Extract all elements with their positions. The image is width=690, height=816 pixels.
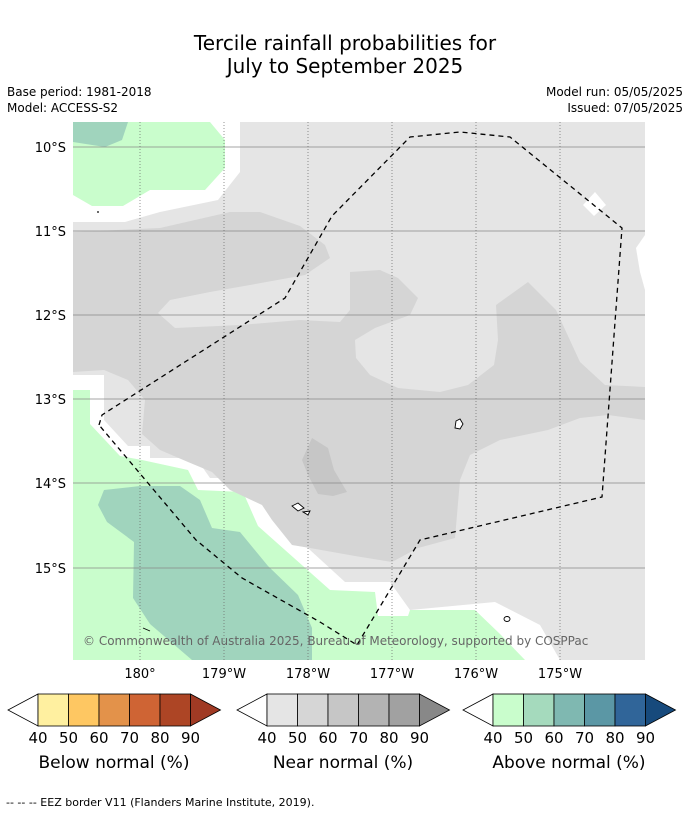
island-dot bbox=[97, 211, 99, 213]
island-upolu bbox=[454, 418, 464, 430]
lat-label-13s: 13°S bbox=[35, 393, 66, 408]
colorbar-tick-label: 90 bbox=[181, 729, 200, 747]
island-small-1 bbox=[301, 510, 311, 516]
lat-label-12s: 12°S bbox=[35, 309, 66, 324]
lat-label-11s: 11°S bbox=[35, 225, 66, 240]
colorbar-segment bbox=[358, 693, 390, 727]
island-niue bbox=[503, 616, 511, 622]
colorbar-below-normal: 40 50 60 70 80 90 bbox=[7, 693, 222, 747]
colorbar-segment bbox=[492, 693, 524, 727]
colorbar-above-normal: 40 50 60 70 80 90 bbox=[462, 693, 677, 747]
above-normal-50-south bbox=[98, 486, 312, 660]
island-small-2 bbox=[142, 627, 151, 632]
colorbar-under-triangle bbox=[236, 693, 268, 727]
colorbar-tick-label: 40 bbox=[28, 729, 47, 747]
colorbar-tick-label: 60 bbox=[89, 729, 108, 747]
lat-label-14s: 14°S bbox=[35, 477, 66, 492]
colorbar-segment bbox=[584, 693, 616, 727]
colorbar-tick-label: 90 bbox=[410, 729, 429, 747]
gridlines bbox=[73, 122, 645, 660]
colorbar-tick-label: 50 bbox=[59, 729, 78, 747]
colorbar-under-triangle bbox=[7, 693, 39, 727]
eez-border-line bbox=[98, 131, 623, 646]
colorbar-segment bbox=[297, 693, 329, 727]
colorbar-segment bbox=[388, 693, 420, 727]
colorbar-tick-label: 40 bbox=[257, 729, 276, 747]
colorbar-tick-label: 80 bbox=[605, 729, 624, 747]
colorbar-tick-label: 40 bbox=[483, 729, 502, 747]
island-wallis bbox=[291, 502, 305, 512]
title-line-2: July to September 2025 bbox=[226, 54, 464, 78]
colorbar-tick-label: 50 bbox=[288, 729, 307, 747]
colorbar-tick-label: 80 bbox=[379, 729, 398, 747]
model-run: Model run: 05/05/2025 bbox=[545, 85, 683, 99]
near-normal-60 bbox=[302, 438, 347, 496]
colorbar-label-near: Near normal (%) bbox=[272, 753, 414, 773]
colorbar-tick-label: 50 bbox=[514, 729, 533, 747]
colorbar-segment bbox=[37, 693, 69, 727]
colorbar-segment bbox=[614, 693, 646, 727]
lon-label-179w: 179°W bbox=[202, 667, 246, 682]
colorbar-segment bbox=[68, 693, 100, 727]
near-normal-50 bbox=[73, 212, 645, 562]
colorbar-tick-label: 60 bbox=[544, 729, 563, 747]
title-line-1: Tercile rainfall probabilities for bbox=[193, 31, 497, 55]
colorbar-label-above: Above normal (%) bbox=[492, 753, 646, 773]
lon-label-178w: 178°W bbox=[286, 667, 330, 682]
colorbar-segment bbox=[553, 693, 585, 727]
footnote: -- -- -- EEZ border V11 (Flanders Marine… bbox=[6, 796, 315, 809]
colorbar-tick-label: 70 bbox=[120, 729, 139, 747]
above-normal-50-nw bbox=[73, 122, 128, 147]
lon-label-177w: 177°W bbox=[370, 667, 414, 682]
colorbar-over-triangle bbox=[190, 693, 222, 727]
model-name: Model: ACCESS-S2 bbox=[7, 101, 119, 115]
colorbar-segment bbox=[159, 693, 191, 727]
colorbar-under-triangle bbox=[462, 693, 494, 727]
colorbar-label-below: Below normal (%) bbox=[38, 753, 190, 773]
lat-label-15s: 15°S bbox=[35, 562, 66, 577]
colorbar-segment bbox=[266, 693, 298, 727]
colorbar-tick-label: 70 bbox=[349, 729, 368, 747]
colorbar-segment bbox=[98, 693, 130, 727]
colorbar-near-normal: 40 50 60 70 80 90 bbox=[236, 693, 451, 747]
colorbar-over-triangle bbox=[419, 693, 451, 727]
colorbar-tick-label: 90 bbox=[636, 729, 655, 747]
colorbar-tick-label: 60 bbox=[318, 729, 337, 747]
lon-label-180: 180° bbox=[124, 667, 155, 682]
colorbar-segment bbox=[129, 693, 161, 727]
map-panel: © Commonwealth of Australia 2025, Bureau… bbox=[73, 122, 645, 660]
colorbar-segment bbox=[523, 693, 555, 727]
lon-label-175w: 175°W bbox=[538, 667, 582, 682]
colorbar-over-triangle bbox=[645, 693, 677, 727]
white-zone-east bbox=[636, 235, 645, 290]
lon-label-176w: 176°W bbox=[454, 667, 498, 682]
colorbar-segment bbox=[327, 693, 359, 727]
colorbar-tick-label: 80 bbox=[150, 729, 169, 747]
lat-label-10s: 10°S bbox=[35, 141, 66, 156]
colorbar-tick-label: 70 bbox=[575, 729, 594, 747]
issued-date: Issued: 07/05/2025 bbox=[567, 101, 683, 115]
base-period: Base period: 1981-2018 bbox=[7, 85, 152, 99]
copyright-text: © Commonwealth of Australia 2025, Bureau… bbox=[83, 634, 588, 648]
